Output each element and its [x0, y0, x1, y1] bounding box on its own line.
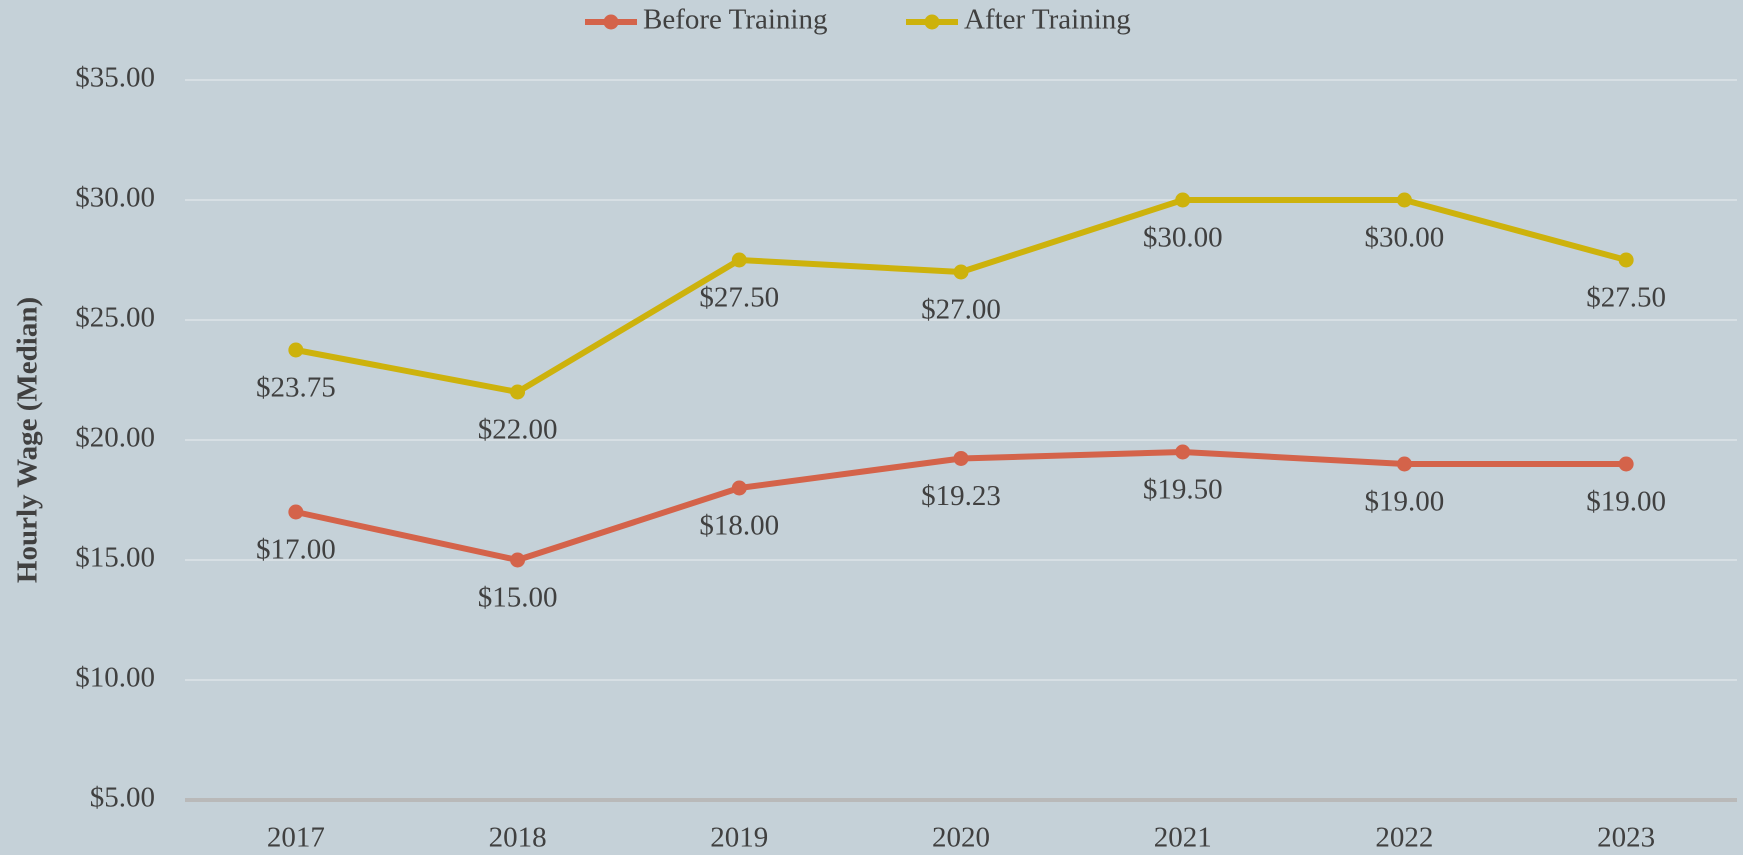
y-tick-label: $5.00 — [90, 782, 155, 814]
y-tick-label: $25.00 — [75, 302, 155, 334]
x-tick-label: 2021 — [1154, 822, 1212, 854]
data-point — [731, 480, 747, 496]
legend-marker — [924, 14, 940, 30]
y-axis-title: Hourly Wage (Median) — [12, 297, 44, 583]
data-point — [731, 252, 747, 268]
data-label: $15.00 — [478, 582, 558, 614]
y-tick-label: $30.00 — [75, 182, 155, 214]
x-tick-label: 2022 — [1375, 822, 1433, 854]
data-point — [510, 552, 526, 568]
y-tick-label: $10.00 — [75, 662, 155, 694]
data-label: $19.00 — [1586, 486, 1666, 518]
data-point — [1618, 252, 1634, 268]
data-point — [1396, 192, 1412, 208]
x-tick-label: 2018 — [489, 822, 547, 854]
data-point — [1618, 456, 1634, 472]
data-label: $18.00 — [699, 510, 779, 542]
x-tick-label: 2020 — [932, 822, 990, 854]
data-label: $30.00 — [1143, 222, 1223, 254]
x-tick-label: 2023 — [1597, 822, 1655, 854]
x-tick-label: 2019 — [710, 822, 768, 854]
data-label: $27.50 — [699, 282, 779, 314]
data-label: $27.50 — [1586, 282, 1666, 314]
data-point — [510, 384, 526, 400]
data-point — [1396, 456, 1412, 472]
data-point — [288, 504, 304, 520]
data-label: $19.23 — [921, 480, 1001, 512]
data-point — [1175, 444, 1191, 460]
data-point — [953, 264, 969, 280]
data-point — [953, 450, 969, 466]
data-label: $30.00 — [1365, 222, 1445, 254]
data-point — [1175, 192, 1191, 208]
x-tick-label: 2017 — [267, 822, 325, 854]
y-tick-label: $20.00 — [75, 422, 155, 454]
data-label: $19.00 — [1365, 486, 1445, 518]
data-label: $23.75 — [256, 372, 336, 404]
legend-label: Before Training — [643, 4, 827, 36]
data-label: $17.00 — [256, 534, 336, 566]
y-tick-label: $15.00 — [75, 542, 155, 574]
data-point — [288, 342, 304, 358]
data-label: $19.50 — [1143, 474, 1223, 506]
legend-marker — [603, 14, 619, 30]
data-label: $22.00 — [478, 414, 558, 446]
data-label: $27.00 — [921, 294, 1001, 326]
legend-label: After Training — [964, 4, 1131, 36]
y-tick-label: $35.00 — [75, 62, 155, 94]
